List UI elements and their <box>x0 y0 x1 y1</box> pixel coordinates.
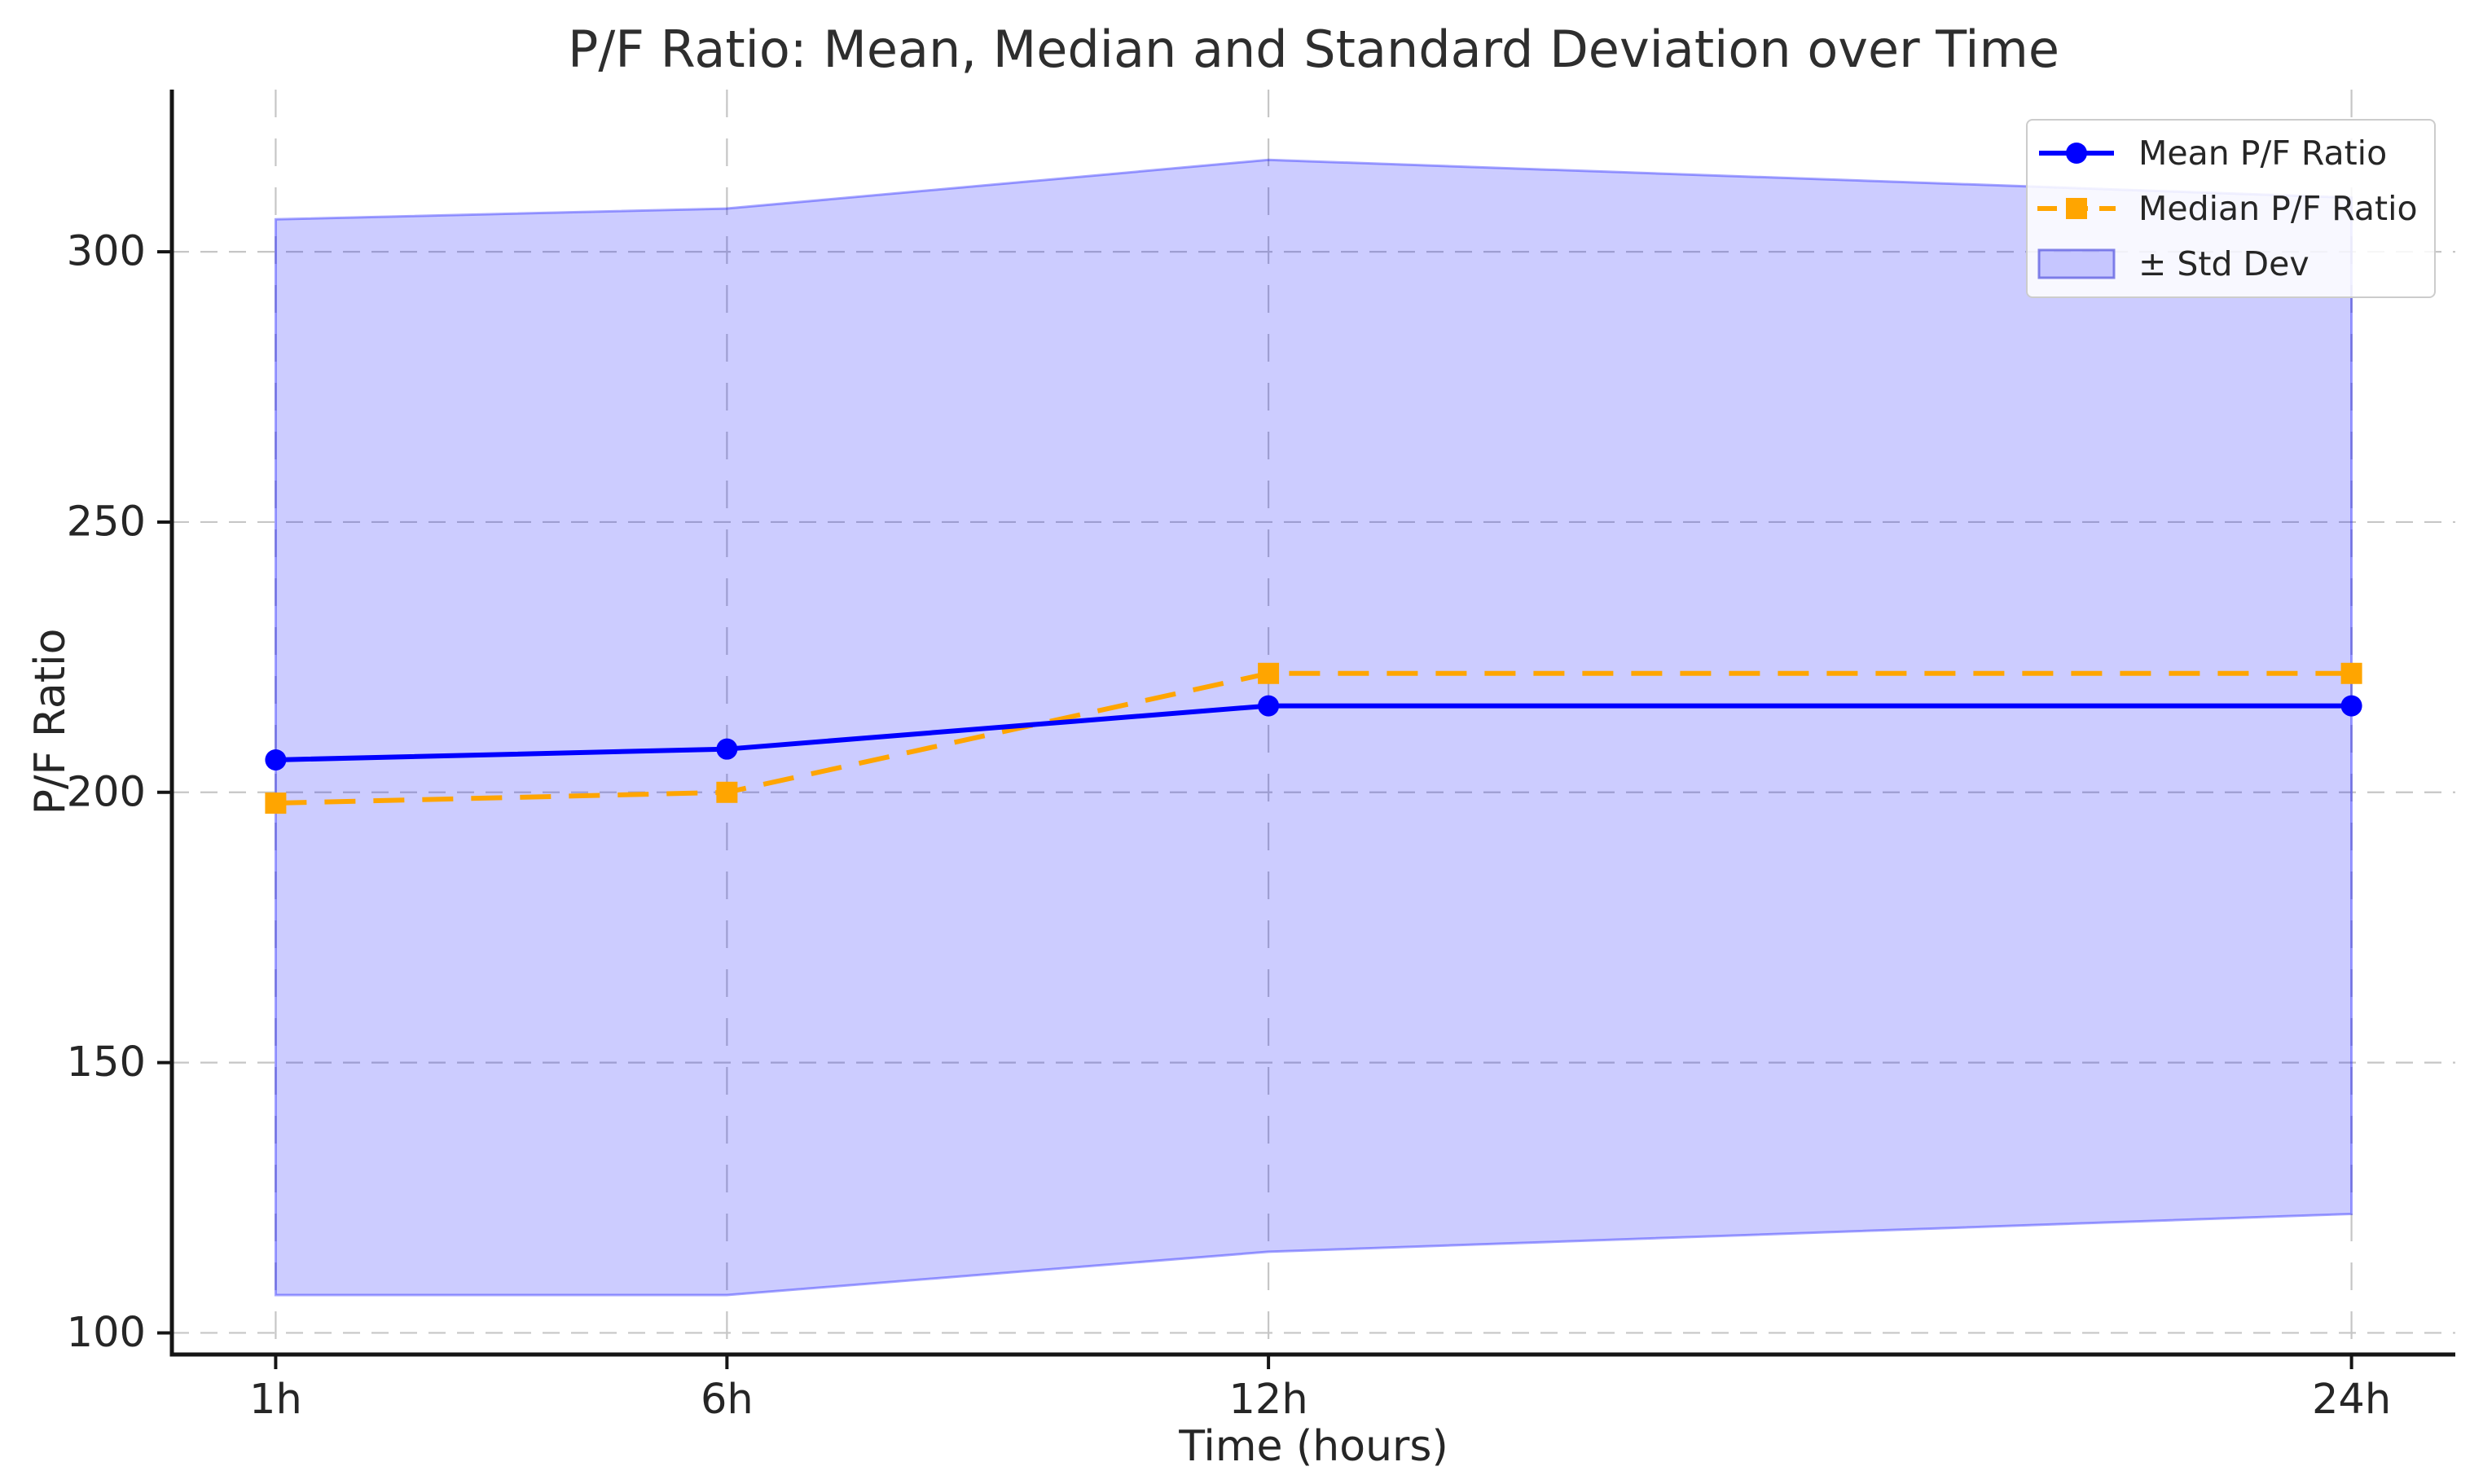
legend-label-median: Median P/F Ratio <box>2138 189 2418 228</box>
chart-title: P/F Ratio: Mean, Median and Standard Dev… <box>567 20 2060 79</box>
mean-marker-1h <box>265 749 287 771</box>
y-tick-label-200: 200 <box>67 768 146 816</box>
median-line-swatch-icon <box>2037 198 2116 219</box>
median-marker-6h <box>716 781 738 803</box>
legend-item-median: Median P/F Ratio <box>2036 189 2429 228</box>
legend-item-mean: Mean P/F Ratio <box>2036 134 2429 173</box>
std-dev-band <box>274 158 2353 1297</box>
mean-line-swatch-icon <box>2039 143 2114 164</box>
mean-marker-12h <box>1258 695 1280 717</box>
mean-line <box>275 703 2352 762</box>
mean-marker-6h <box>716 738 738 760</box>
std-dev-band-swatch-icon <box>2037 248 2116 279</box>
median-marker-12h <box>1258 662 1280 684</box>
mean-marker-24h <box>2340 695 2362 717</box>
y-tick-label-300: 300 <box>67 228 146 276</box>
y-tick-label-150: 150 <box>67 1038 146 1087</box>
median-line <box>275 670 2352 806</box>
legend-item-stddev: ± Std Dev <box>2036 244 2429 283</box>
x-tick-label-6h: 6h <box>701 1376 754 1424</box>
y-tick-label-250: 250 <box>67 498 146 546</box>
median-marker-24h <box>2340 662 2362 684</box>
median-marker-1h <box>265 792 287 814</box>
x-axis-label: Time (hours) <box>1179 1422 1448 1471</box>
x-tick-label-24h: 24h <box>2312 1376 2391 1424</box>
legend-label-mean: Mean P/F Ratio <box>2138 134 2388 173</box>
x-tick-label-12h: 12h <box>1228 1376 1307 1424</box>
y-tick-label-100: 100 <box>67 1309 146 1357</box>
legend-label-stddev: ± Std Dev <box>2138 244 2309 283</box>
x-tick-label-1h: 1h <box>249 1376 302 1424</box>
legend: Mean P/F Ratio Median P/F Ratio ± Std De… <box>2026 119 2436 298</box>
